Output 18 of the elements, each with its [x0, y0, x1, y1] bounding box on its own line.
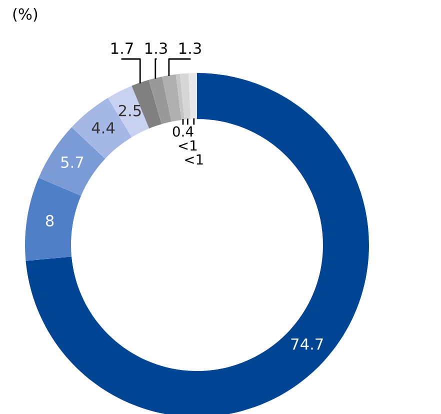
donut-slice: [148, 76, 172, 124]
donut-slice: [176, 74, 185, 120]
data-label: 4.4: [92, 122, 115, 134]
data-label: 1.7: [112, 42, 133, 54]
data-label: 8: [46, 214, 54, 226]
data-label: 5.7: [61, 156, 84, 168]
data-label: 2.5: [118, 104, 141, 116]
data-label: 1.3: [180, 42, 201, 54]
donut-slice: [25, 178, 82, 261]
data-label: 1.3: [146, 42, 167, 54]
data-label: 0.4: [172, 126, 194, 137]
data-label: <1: [185, 154, 203, 165]
donut-slice: [188, 73, 197, 120]
chart-title: (%): [13, 8, 38, 22]
donut-slice: [162, 74, 182, 122]
data-label: 74.7: [291, 338, 323, 350]
data-label: <1: [178, 140, 197, 151]
donut-slice: [180, 73, 191, 120]
